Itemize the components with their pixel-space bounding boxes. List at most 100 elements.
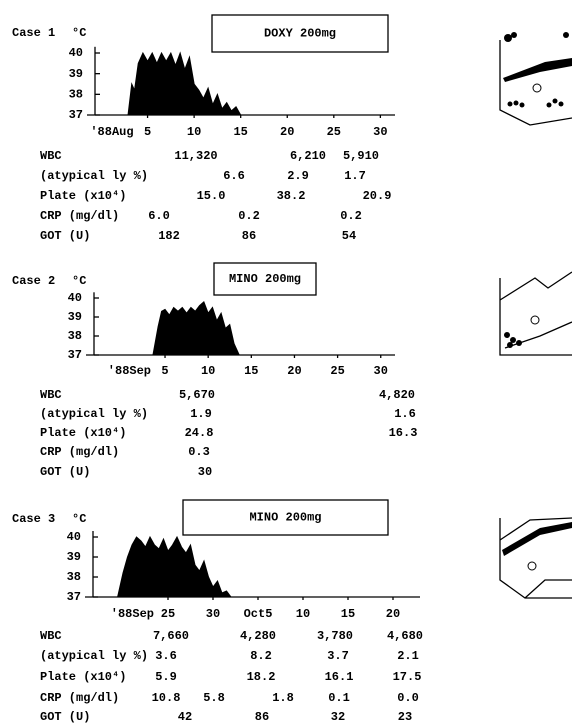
cell-value: 54 xyxy=(342,229,356,243)
row-label: GOT (U) xyxy=(40,710,90,724)
y-tick-label: 37 xyxy=(67,590,81,604)
drug-box xyxy=(182,499,389,536)
drug-box xyxy=(211,14,389,53)
cell-value: 3,780 xyxy=(317,629,353,643)
x-tick-label: 30 xyxy=(374,364,388,378)
outline xyxy=(504,321,572,349)
case-title: Case 1 xyxy=(12,26,55,40)
cell-value: 24.8 xyxy=(185,426,214,440)
y-tick-label: 37 xyxy=(69,108,83,122)
y-tick-label: 40 xyxy=(68,291,82,305)
x-tick-label: Oct5 xyxy=(244,607,273,621)
cell-value: 4,820 xyxy=(379,388,415,402)
dot xyxy=(546,102,552,108)
y-tick-label: 39 xyxy=(68,310,82,324)
outline xyxy=(499,40,572,126)
dot xyxy=(552,98,558,104)
diagram-case-3 xyxy=(499,517,572,599)
row-label: CRP (mg/dl) xyxy=(40,691,119,705)
cell-value: 0.3 xyxy=(188,445,210,459)
x-tick-label: 20 xyxy=(287,364,301,378)
x-tick-label: 30 xyxy=(206,607,220,621)
cell-value: 16.1 xyxy=(325,670,354,684)
diagram-case-2 xyxy=(499,271,572,356)
outline xyxy=(499,278,572,356)
lesion xyxy=(502,522,572,556)
outline xyxy=(499,271,572,301)
dot xyxy=(563,32,569,38)
cell-value: 42 xyxy=(178,710,192,724)
dot xyxy=(504,332,510,338)
x-tick-label: 20 xyxy=(280,125,294,139)
case-title: Case 3 xyxy=(12,512,55,526)
temperature-area xyxy=(152,300,241,356)
dot xyxy=(510,337,516,343)
temperature-area xyxy=(116,535,232,598)
case-title: Case 2 xyxy=(12,274,55,288)
cell-value: 1.8 xyxy=(272,691,294,705)
x-start-label: '88Sep xyxy=(111,607,154,621)
drug-box xyxy=(213,262,317,296)
circle xyxy=(530,315,540,325)
cell-value: 182 xyxy=(158,229,180,243)
cell-value: 5.9 xyxy=(155,670,177,684)
x-tick-label: 25 xyxy=(161,607,175,621)
x-tick-label: 30 xyxy=(373,125,387,139)
diagram-case-1 xyxy=(499,32,572,126)
cell-value: 4,280 xyxy=(240,629,276,643)
row-label: (atypical ly %) xyxy=(40,169,148,183)
row-label: WBC xyxy=(40,629,62,643)
circle xyxy=(527,561,537,571)
cell-value: 0.1 xyxy=(328,691,350,705)
row-label: GOT (U) xyxy=(40,465,90,479)
dot xyxy=(516,340,522,346)
circle xyxy=(532,83,542,93)
x-tick-label: 5 xyxy=(144,125,151,139)
outline xyxy=(499,518,572,599)
cell-value: 86 xyxy=(255,710,269,724)
outline xyxy=(524,579,572,599)
x-tick-label: 25 xyxy=(327,125,341,139)
x-tick-label: 10 xyxy=(201,364,215,378)
cell-value: 0.0 xyxy=(397,691,419,705)
cell-value: 5.8 xyxy=(203,691,225,705)
drug-label: MINO 200mg xyxy=(229,272,301,286)
x-tick-label: 20 xyxy=(386,607,400,621)
cell-value: 23 xyxy=(398,710,412,724)
dot xyxy=(511,32,517,38)
y-axis-label: °C xyxy=(72,512,86,526)
cell-value: 1.6 xyxy=(394,407,416,421)
row-label: CRP (mg/dl) xyxy=(40,445,119,459)
row-label: GOT (U) xyxy=(40,229,90,243)
cell-value: 17.5 xyxy=(393,670,422,684)
cell-value: 2.1 xyxy=(397,649,419,663)
cell-value: 8.2 xyxy=(250,649,272,663)
cell-value: 6,210 xyxy=(290,149,326,163)
y-axis-label: °C xyxy=(72,274,86,288)
y-tick-label: 38 xyxy=(68,329,82,343)
cell-value: 6.6 xyxy=(223,169,245,183)
row-label: WBC xyxy=(40,388,62,402)
x-tick-label: 15 xyxy=(233,125,247,139)
cell-value: 4,680 xyxy=(387,629,423,643)
row-label: Plate (x10⁴) xyxy=(40,426,126,440)
row-label: (atypical ly %) xyxy=(40,407,148,421)
outline xyxy=(499,517,572,541)
cell-value: 5,910 xyxy=(343,149,379,163)
drug-label: DOXY 200mg xyxy=(264,27,336,41)
cell-value: 11,320 xyxy=(174,149,217,163)
cell-value: 18.2 xyxy=(247,670,276,684)
row-label: WBC xyxy=(40,149,62,163)
y-tick-label: 39 xyxy=(69,67,83,81)
dot xyxy=(558,101,564,107)
y-tick-label: 38 xyxy=(69,88,83,102)
x-tick-label: 25 xyxy=(330,364,344,378)
temperature-area xyxy=(127,51,242,116)
x-tick-label: 15 xyxy=(244,364,258,378)
x-tick-label: 5 xyxy=(161,364,168,378)
cell-value: 7,660 xyxy=(153,629,189,643)
cell-value: 1.9 xyxy=(190,407,212,421)
dot xyxy=(519,102,525,108)
cell-value: 16.3 xyxy=(389,426,418,440)
